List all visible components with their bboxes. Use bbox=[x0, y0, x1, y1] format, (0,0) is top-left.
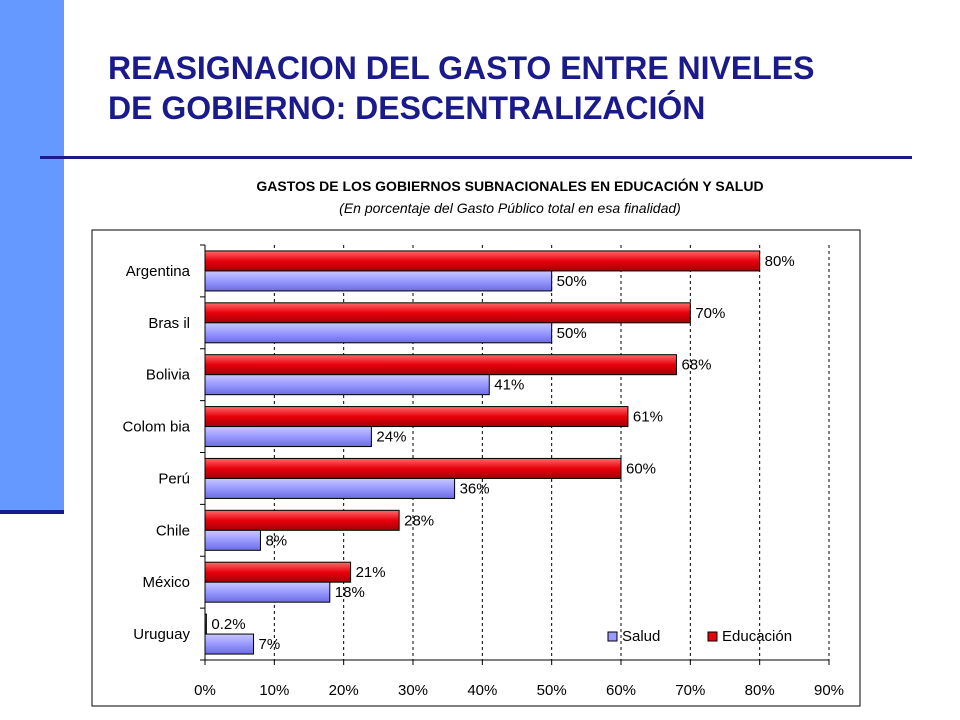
data-label-educacion: 28% bbox=[404, 512, 434, 529]
legend-swatch-salud bbox=[607, 631, 618, 642]
bar-salud bbox=[204, 270, 553, 292]
sidebar-accent-line bbox=[0, 510, 64, 514]
y-tick-label: México bbox=[142, 574, 190, 591]
data-label-educacion: 80% bbox=[765, 253, 795, 270]
y-tick-label: Colom bia bbox=[122, 419, 190, 436]
slide-title-line1: REASIGNACION DEL GASTO ENTRE NIVELES bbox=[108, 50, 815, 86]
title-divider bbox=[40, 156, 912, 159]
slide-title-line2: DE GOBIERNO: DESCENTRALIZACIÓN bbox=[108, 90, 706, 126]
bar-salud bbox=[204, 322, 553, 344]
y-tick-label: Chile bbox=[156, 522, 190, 539]
x-tick-label: 0% bbox=[194, 682, 216, 699]
legend-label-salud: Salud bbox=[622, 628, 660, 645]
bar-educacion bbox=[204, 250, 761, 272]
legend-label-educacion: Educación bbox=[722, 628, 792, 645]
sidebar-decoration bbox=[0, 0, 64, 512]
chart-subtitle: (En porcentaje del Gasto Público total e… bbox=[339, 200, 681, 216]
data-label-educacion: 0.2% bbox=[211, 616, 245, 633]
data-label-educacion: 70% bbox=[695, 305, 725, 322]
data-label-salud: 18% bbox=[335, 584, 365, 601]
data-label-educacion: 60% bbox=[626, 460, 656, 477]
data-label-salud: 41% bbox=[494, 377, 524, 394]
slide-title: REASIGNACION DEL GASTO ENTRE NIVELES DE … bbox=[108, 48, 928, 128]
bar-salud bbox=[204, 581, 331, 603]
y-tick-label: Uruguay bbox=[133, 626, 190, 643]
bar-educacion bbox=[204, 302, 691, 324]
chart-title: GASTOS DE LOS GOBIERNOS SUBNACIONALES EN… bbox=[256, 178, 764, 194]
bar-educacion bbox=[204, 613, 207, 635]
data-label-salud: 36% bbox=[460, 480, 490, 497]
data-label-salud: 24% bbox=[376, 429, 406, 446]
data-label-salud: 7% bbox=[259, 636, 281, 653]
data-label-educacion: 68% bbox=[681, 357, 711, 374]
bar-salud bbox=[204, 426, 372, 448]
bar-educacion bbox=[204, 457, 622, 479]
x-tick-label: 60% bbox=[606, 682, 636, 699]
bar-salud bbox=[204, 374, 490, 396]
x-tick-label: 80% bbox=[745, 682, 775, 699]
data-label-salud: 50% bbox=[557, 273, 587, 290]
bar-educacion bbox=[204, 406, 629, 428]
x-tick-label: 10% bbox=[259, 682, 289, 699]
bar-educacion bbox=[204, 354, 677, 376]
bar-salud bbox=[204, 477, 456, 499]
y-tick-label: Argentina bbox=[126, 263, 191, 280]
y-tick-label: Bolivia bbox=[146, 367, 191, 384]
y-tick-label: Bras il bbox=[148, 315, 190, 332]
y-tick-label: Perú bbox=[158, 470, 190, 487]
bar-salud bbox=[204, 529, 261, 551]
bar-educacion bbox=[204, 561, 352, 583]
x-tick-label: 40% bbox=[467, 682, 497, 699]
x-tick-label: 90% bbox=[814, 682, 844, 699]
x-tick-label: 70% bbox=[675, 682, 705, 699]
x-tick-label: 30% bbox=[398, 682, 428, 699]
x-tick-label: 20% bbox=[329, 682, 359, 699]
data-label-salud: 50% bbox=[557, 325, 587, 342]
x-tick-label: 50% bbox=[537, 682, 567, 699]
legend-swatch-educacion bbox=[707, 631, 718, 642]
bar-salud bbox=[204, 633, 255, 655]
data-label-educacion: 61% bbox=[633, 409, 663, 426]
bar-educacion bbox=[204, 509, 400, 531]
data-label-salud: 8% bbox=[265, 532, 287, 549]
data-label-educacion: 21% bbox=[356, 564, 386, 581]
